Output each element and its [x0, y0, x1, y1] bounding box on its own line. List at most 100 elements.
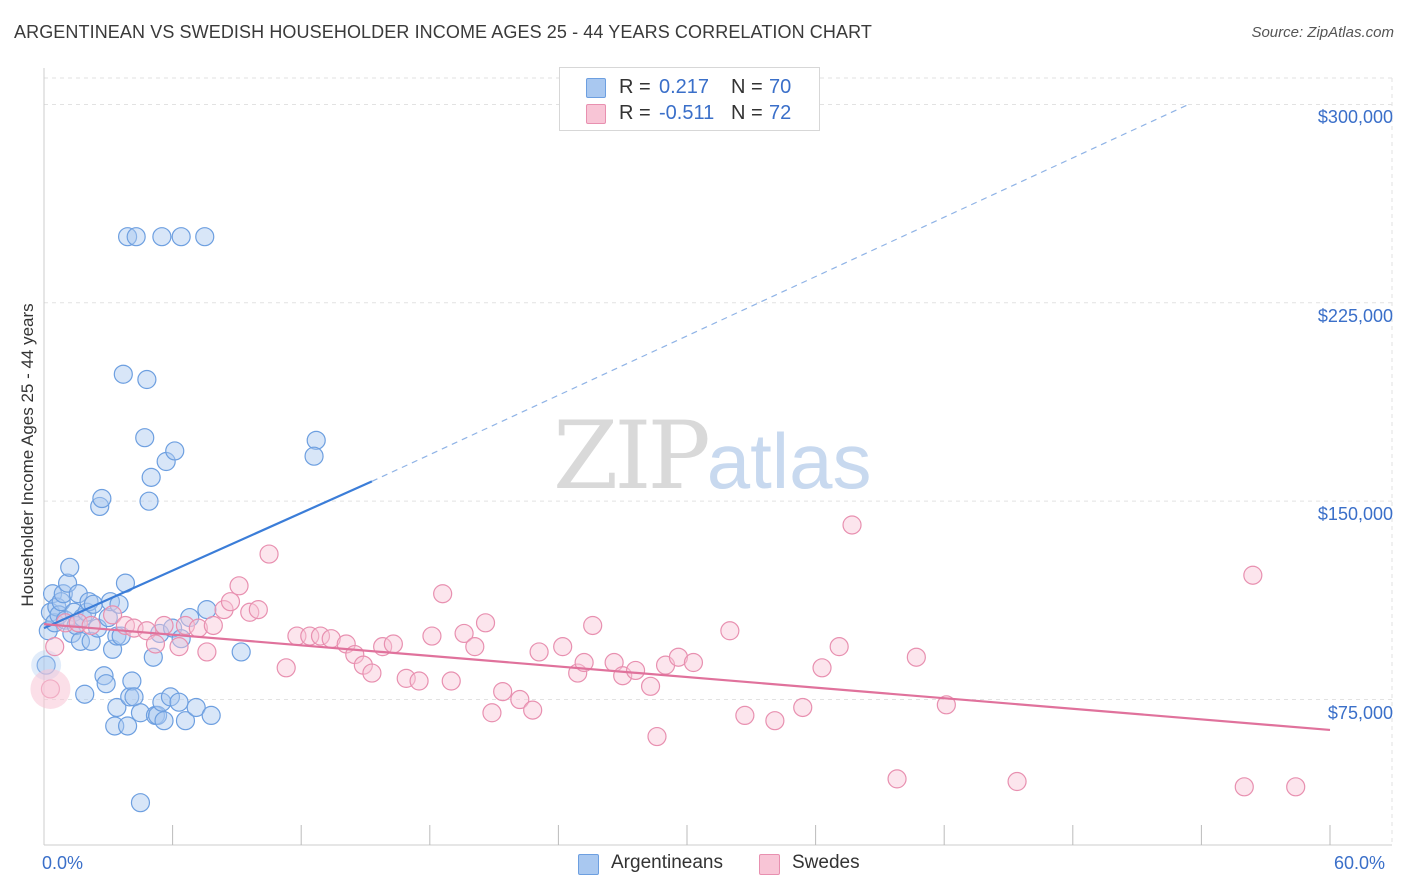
swedes-points [30, 515, 1306, 797]
swedes-point [45, 637, 65, 657]
swedes-point [583, 615, 603, 636]
swedes-point [668, 647, 689, 667]
argentineans-point [135, 428, 155, 448]
swedes-point [625, 660, 646, 681]
swedes-point [383, 634, 403, 654]
swedes-point [81, 615, 101, 636]
swedes-point [441, 671, 461, 691]
grid-lines [44, 77, 1393, 845]
swedes-point [1243, 565, 1263, 585]
argentineans-point [53, 584, 73, 604]
argentineans-point [60, 557, 80, 577]
swedes-point [683, 652, 704, 673]
argentineans-point [107, 697, 127, 718]
swedes-point [647, 726, 667, 747]
argentineans-point [139, 491, 159, 511]
swedes-point [154, 615, 174, 636]
swedes-point [229, 576, 249, 596]
swedes-point [362, 663, 382, 683]
swedes-point [465, 637, 485, 657]
argentineans-point [130, 793, 151, 813]
argentineans-point [117, 716, 138, 736]
argentineans-point [126, 227, 146, 247]
swedes-point [735, 705, 755, 726]
correlation-legend: R = 0.217 N = 70 R = -0.511 N = 72 [559, 67, 820, 131]
argentineans-point [141, 467, 161, 487]
argentineans-trend-extension [371, 103, 1189, 482]
swedes-point [1007, 771, 1027, 792]
legend-r-value: -0.511 [659, 102, 715, 124]
swedes-point [169, 637, 189, 657]
swedes-point [829, 637, 849, 657]
x-tick-label-max: 60.0% [1334, 853, 1386, 873]
swedes-point [887, 769, 907, 789]
axes [43, 68, 1392, 846]
swedes-point [812, 658, 832, 678]
swedes-point [553, 637, 573, 657]
argentineans-point [186, 697, 206, 718]
swedes-point [523, 700, 543, 720]
argentineans-points [31, 227, 326, 813]
argentineans-point [92, 488, 112, 509]
argentineans-point [113, 364, 133, 384]
swedes-point [482, 703, 502, 723]
source-label: Source: ZipAtlas.com [1251, 24, 1394, 41]
bottom-legend-label: Argentineans [611, 852, 723, 873]
argentineans-trend-line [43, 480, 373, 630]
bottom-legend-swatch-swedes [759, 854, 780, 875]
swedes-point [197, 642, 217, 662]
legend-n-value: 70 [769, 76, 792, 98]
argentineans-point [90, 496, 110, 517]
legend-r-label: R = [619, 102, 651, 124]
swedes-point [276, 658, 296, 678]
swedes-point [475, 613, 496, 633]
y-axis-title: Householder Income Ages 25 - 44 years [18, 303, 37, 607]
watermark-atlas: atlas [706, 417, 872, 505]
argentineans-point [201, 705, 221, 726]
swedes-point [1286, 777, 1306, 797]
swedes-point [433, 584, 453, 604]
swedes-point [102, 605, 123, 625]
swedes-point [220, 592, 241, 612]
legend-r-label: R = [619, 76, 651, 98]
watermark: ZIPatlas [553, 402, 871, 511]
swedes-point [510, 689, 530, 710]
swedes-cluster [30, 668, 71, 709]
swedes-point [409, 671, 429, 691]
legend-n-label: N = [731, 76, 763, 98]
swedes-point [574, 652, 594, 673]
argentineans-point [51, 592, 71, 612]
x-tick-label-min: 0.0% [42, 853, 84, 873]
legend-r-value: 0.217 [659, 76, 710, 98]
argentineans-point [120, 687, 140, 707]
legend-n-value: 72 [769, 102, 792, 124]
swedes-point [493, 681, 513, 702]
y-tick-label: $225,000 [1317, 305, 1393, 326]
swedes-point [906, 647, 926, 667]
swedes-point [793, 697, 813, 718]
argentineans-point [96, 674, 116, 694]
chart-title: ARGENTINEAN VS SWEDISH HOUSEHOLDER INCOM… [14, 22, 872, 42]
swedes-point [214, 600, 234, 620]
y-tick-label: $300,000 [1317, 107, 1393, 128]
swedes-point [529, 642, 549, 662]
swedes-trend-line [43, 623, 1331, 732]
argentineans-point [75, 684, 95, 704]
argentineans-point [154, 711, 174, 731]
legend-n-label: N = [731, 102, 763, 124]
argentineans-point [70, 631, 91, 651]
argentineans-point [171, 227, 191, 247]
argentineans-point [94, 666, 114, 686]
argentineans-point [122, 671, 142, 691]
swedes-point [1234, 777, 1254, 797]
bottom-legend-swatch-argentineans [578, 854, 599, 875]
swedes-point [765, 711, 785, 731]
swedes-point [720, 621, 740, 641]
legend-swatch-argentineans [586, 78, 606, 98]
swedes-point [259, 544, 279, 564]
bottom-legend-label: Swedes [792, 852, 860, 873]
swedes-point [454, 623, 474, 644]
argentineans-point [169, 692, 189, 712]
swedes-point [422, 626, 442, 646]
